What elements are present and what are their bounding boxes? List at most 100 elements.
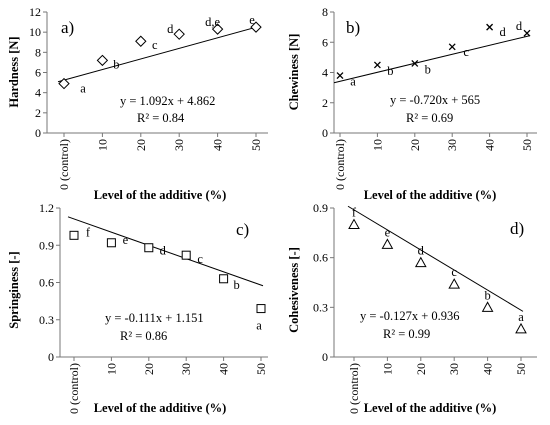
panel-label: c) (236, 220, 249, 239)
y-tick-label: 0.3 (39, 313, 54, 327)
significance-letter: c (152, 38, 158, 52)
significance-letter: e (385, 225, 391, 239)
data-point (414, 256, 427, 268)
trendline-equation: y = -0.720x + 565 (390, 93, 480, 107)
y-tick-label: 0.3 (313, 300, 328, 314)
x-tick-label: 40 (483, 139, 497, 151)
significance-letter: d (167, 22, 174, 36)
data-point (96, 54, 109, 67)
x-tick-label: 30 (179, 363, 193, 375)
x-tick-label: 40 (211, 139, 225, 151)
x-tick-label: 20 (414, 363, 428, 375)
chart-panel-2: 0 2 4 6 8 0 (control) 10 20 30 40 50 a b b c d d b) y = -0… (287, 5, 537, 202)
x-tick-label: 50 (520, 139, 534, 151)
y-axis-title: Springiness [-] (7, 251, 21, 328)
data-point (336, 72, 344, 79)
x-tick-label: 30 (447, 363, 461, 375)
significance-letter: b (113, 57, 119, 71)
data-point (411, 59, 419, 67)
x-tick-label: 30 (445, 139, 459, 151)
data-point (381, 238, 394, 249)
y-tick-label: 2 (35, 106, 41, 120)
y-axis-title: Cohesiveness [-] (287, 247, 301, 333)
r-squared: R² = 0.99 (383, 327, 430, 341)
data-point (448, 278, 461, 289)
r-squared: R² = 0.84 (137, 111, 185, 125)
trendline (347, 205, 524, 312)
x-tick-label: 20 (408, 139, 422, 151)
x-tick-label: 10 (380, 363, 394, 375)
y-tick-label: 0 (322, 126, 328, 140)
significance-letter: b (425, 62, 431, 76)
significance-letter: d (160, 244, 167, 258)
y-tick-label: 10 (29, 25, 41, 39)
y-axis-title: Hardness [N] (7, 36, 21, 107)
data-point (173, 28, 185, 40)
significance-letter: d,e (205, 15, 220, 29)
trendline (333, 35, 530, 84)
significance-letter: f (86, 225, 91, 239)
significance-letter: a (350, 75, 356, 89)
data-point (58, 77, 70, 90)
x-tick-label: 50 (514, 363, 528, 375)
data-point (69, 230, 79, 240)
significance-letter: b (387, 64, 393, 78)
x-axis-title: Level of the additive (%) (94, 401, 227, 415)
x-tick-label: 20 (134, 139, 148, 151)
significance-letter: e (123, 233, 129, 247)
data-point (250, 21, 262, 33)
x-axis-title: Level of the additive (%) (94, 188, 227, 202)
r-squared: R² = 0.69 (406, 111, 453, 125)
trendline (57, 26, 259, 83)
data-point (144, 243, 154, 253)
x-tick-label: 50 (254, 363, 268, 375)
y-tick-label: 12 (29, 5, 41, 19)
panel-label: a) (61, 18, 74, 37)
x-tick-label: 10 (104, 363, 118, 375)
data-point (211, 23, 224, 35)
significance-letter: b (484, 288, 490, 302)
significance-letter: a (518, 310, 524, 324)
trendline-equation: y = -0.127x + 0.936 (360, 309, 460, 323)
x-tick-label: 0 (control) (347, 363, 361, 414)
data-point (181, 250, 191, 260)
y-tick-label: 6 (322, 35, 328, 49)
y-tick-label: 0.9 (313, 201, 328, 215)
significance-letter: d (499, 25, 506, 39)
y-tick-label: 0.6 (39, 276, 54, 290)
data-point (486, 23, 494, 31)
y-tick-label: 0.6 (313, 251, 328, 265)
panel-label: d) (510, 219, 524, 238)
y-tick-label: 0 (48, 350, 54, 364)
y-tick-label: 4 (35, 86, 41, 100)
chart-panel-3: 0 0.3 0.6 0.9 1.2 0 (control) 10 20 30 40 50 f e d c b a… (7, 201, 268, 415)
data-point (348, 218, 360, 230)
x-tick-label: 20 (142, 363, 156, 375)
significance-letter: d (516, 19, 523, 33)
y-tick-label: 8 (322, 5, 328, 19)
data-point (106, 238, 116, 248)
significance-letter: a (80, 82, 86, 96)
trendline-equation: y = 1.092x + 4.862 (120, 94, 215, 108)
x-tick-label: 10 (370, 139, 384, 151)
x-tick-label: 40 (481, 363, 495, 375)
data-point (515, 322, 527, 334)
significance-letter: b (233, 278, 239, 292)
y-axis-title: Chewiness [N] (287, 34, 301, 111)
y-tick-label: 0.9 (39, 238, 54, 252)
y-tick-label: 0 (35, 126, 41, 140)
significance-letter: c (463, 45, 469, 59)
trendline (67, 216, 264, 287)
significance-letter: e (249, 13, 255, 27)
trendline-equation: y = -0.111x + 1.151 (105, 311, 204, 325)
data-point (523, 29, 531, 37)
y-tick-label: 6 (35, 66, 41, 80)
x-tick-label: 30 (172, 139, 186, 151)
r-squared: R² = 0.86 (120, 329, 167, 343)
significance-letter: d (418, 244, 425, 258)
significance-letter: a (256, 319, 262, 333)
y-tick-label: 1.2 (39, 201, 54, 215)
y-tick-label: 2 (322, 96, 328, 110)
data-point (256, 304, 266, 314)
